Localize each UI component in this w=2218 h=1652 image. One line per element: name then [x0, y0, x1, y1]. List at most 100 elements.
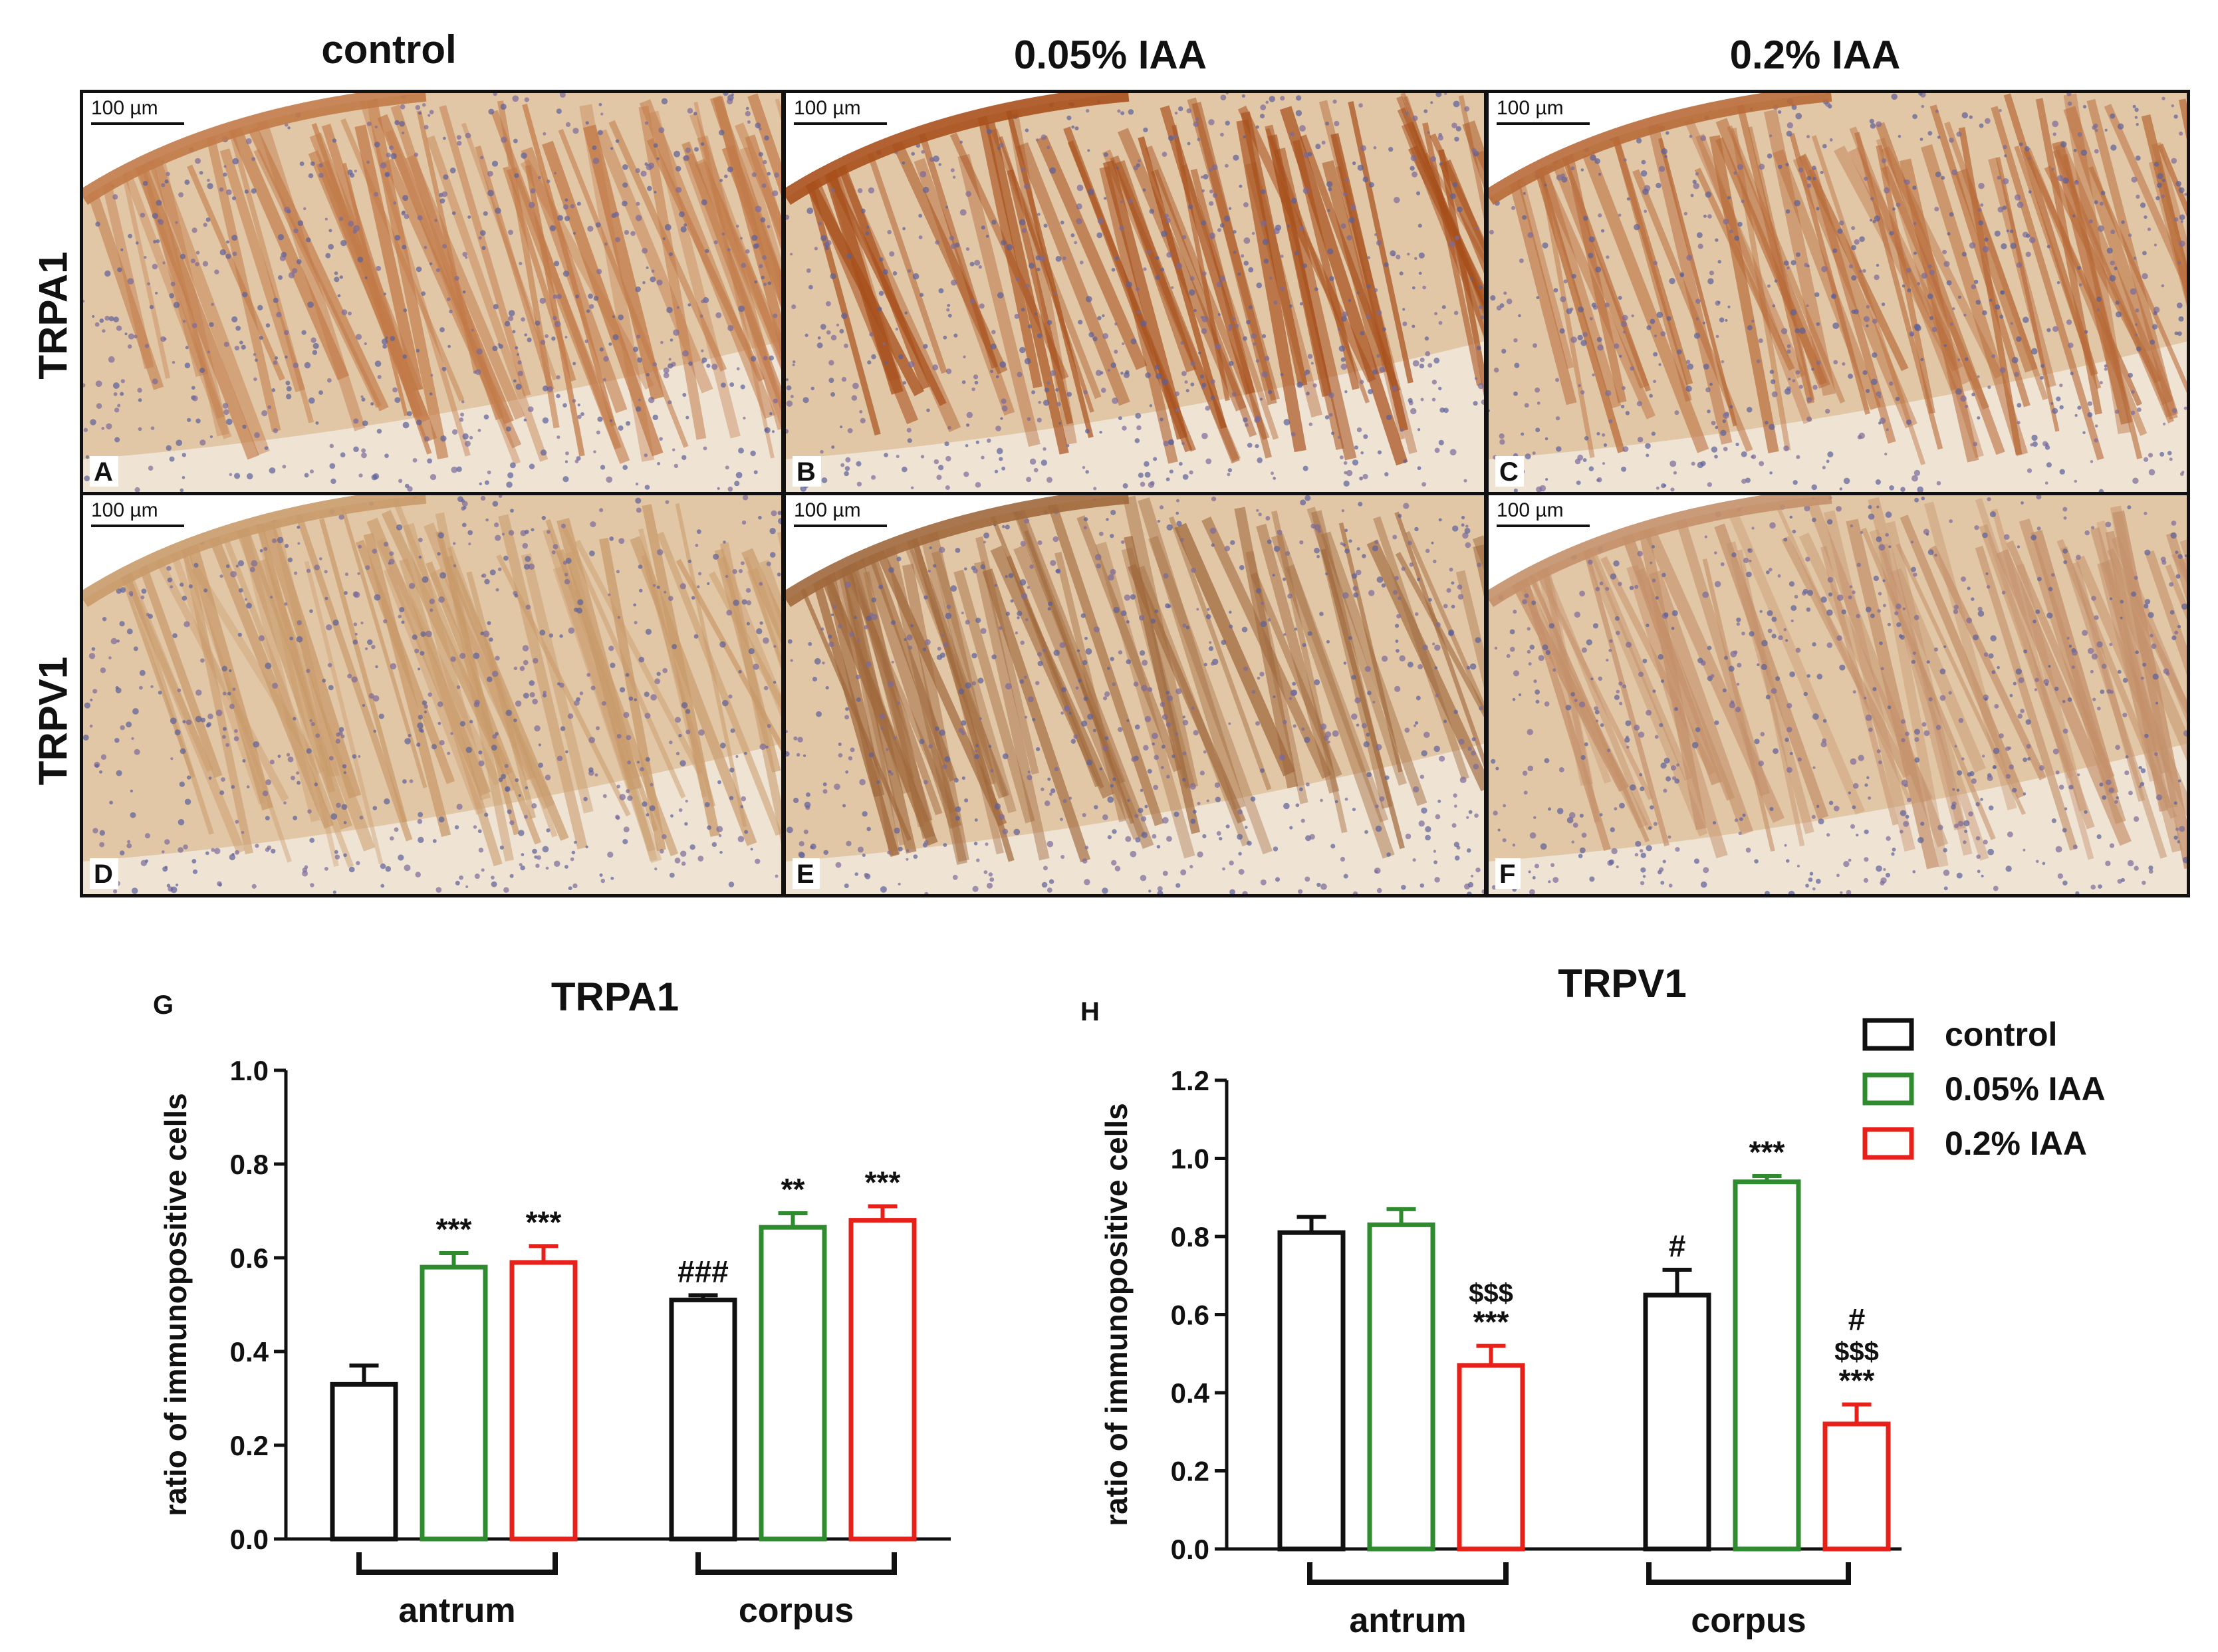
bar-charts: G TRPA1 ratio of immunopositive cells 0.0 0.…	[153, 961, 2106, 1640]
scale-bar: 100 µm	[1497, 97, 1590, 125]
bar-antrum-0-2-iaa	[1457, 1363, 1525, 1552]
chart-h: H TRPV1 ratio of immunopositive cells 0.0 0.…	[1080, 961, 1902, 1640]
panel-letter-a: A	[90, 456, 118, 487]
bar-corpus-control	[669, 1297, 737, 1542]
col-heading-005-iaa: 0.05% IAA	[1013, 33, 1207, 77]
significance-label: ***	[1473, 1305, 1509, 1340]
panel-letter-f: F	[1495, 858, 1521, 889]
bar-antrum-0-2-iaa	[509, 1260, 578, 1542]
legend: control 0.05% IAA 0.2% IAA	[1862, 1016, 2106, 1162]
bar-corpus-0-05-iaa	[1733, 1179, 1801, 1552]
tissue-image	[786, 495, 1484, 894]
tissue-image	[83, 93, 781, 492]
row-heading-trpa1: TRPA1	[31, 251, 76, 380]
significance-label: ***	[1839, 1363, 1875, 1398]
scale-bar-label: 100 µm	[1497, 499, 1564, 521]
row-heading-trpv1: TRPV1	[31, 656, 76, 786]
scale-bar-line	[91, 525, 184, 527]
micrograph-panel-f: 100 µm F	[1485, 492, 2190, 897]
significance-label: ***	[865, 1165, 901, 1199]
chart-panel-letter: G	[153, 991, 174, 1020]
legend-swatch	[1862, 1127, 1914, 1160]
legend-swatch	[1862, 1072, 1914, 1106]
y-tick-label: 0.8	[230, 1149, 269, 1180]
group-label-corpus: corpus	[1691, 1601, 1806, 1640]
micrograph-panel-e: 100 µm E	[783, 492, 1487, 897]
chart-g: G TRPA1 ratio of immunopositive cells 0.0 0.…	[153, 975, 951, 1630]
bar-antrum-0-05-iaa	[420, 1264, 488, 1542]
y-axis-label: ratio of immunopositive cells	[158, 1093, 193, 1516]
group-label-antrum: antrum	[1349, 1601, 1466, 1640]
y-tick-label: 0.8	[1171, 1221, 1209, 1252]
legend-label: control	[1945, 1016, 2057, 1053]
scale-bar: 100 µm	[794, 499, 887, 527]
bar-antrum-0-05-iaa	[1367, 1222, 1435, 1552]
scale-bar: 100 µm	[794, 97, 887, 125]
micrograph-panel-a: 100 µm A	[80, 90, 785, 495]
scale-bar: 100 µm	[91, 499, 184, 527]
micrograph-panel-c: 100 µm C	[1485, 90, 2190, 495]
significance-label: **	[781, 1172, 805, 1207]
scale-bar-line	[91, 122, 184, 125]
scale-bar-label: 100 µm	[794, 499, 861, 521]
tissue-image	[1489, 93, 2187, 492]
scale-bar-line	[794, 122, 887, 125]
tissue-image	[83, 495, 781, 894]
bar-corpus-control	[1643, 1292, 1711, 1552]
panel-letter-d: D	[90, 858, 118, 889]
bar-corpus-0-2-iaa	[1822, 1421, 1891, 1552]
group-label-corpus: corpus	[739, 1592, 854, 1630]
significance-label: $$$	[1469, 1279, 1513, 1308]
bar-corpus-0-05-iaa	[759, 1225, 827, 1542]
chart-panel-letter: H	[1080, 997, 1100, 1026]
y-tick-label: 0.6	[230, 1242, 269, 1274]
tissue-image	[1489, 495, 2187, 894]
y-axis-label: ratio of immunopositive cells	[1099, 1103, 1134, 1526]
chart-title: TRPA1	[551, 975, 679, 1019]
bar-corpus-0-2-iaa	[848, 1218, 917, 1542]
y-tick-label: 0.4	[1171, 1377, 1210, 1409]
y-tick-label: 1.0	[230, 1055, 269, 1086]
col-heading-02-iaa: 0.2% IAA	[1729, 33, 1901, 77]
y-tick-label: 0.2	[1171, 1456, 1209, 1487]
group-bracket	[1646, 1562, 1851, 1585]
col-heading-control: control	[321, 27, 457, 72]
scale-bar-label: 100 µm	[91, 97, 158, 119]
micrograph-panel-b: 100 µm B	[783, 90, 1487, 495]
y-tick-label: 1.0	[1171, 1143, 1209, 1175]
scale-bar-label: 100 µm	[91, 499, 158, 521]
group-label-antrum: antrum	[398, 1592, 515, 1630]
y-tick-label: 0.0	[1171, 1534, 1209, 1565]
legend-label: 0.2% IAA	[1945, 1125, 2087, 1162]
panel-letter-c: C	[1495, 456, 1524, 487]
micrograph-panel-d: 100 µm D	[80, 492, 785, 897]
significance-label: $$$	[1834, 1338, 1879, 1367]
scale-bar-label: 100 µm	[1497, 97, 1564, 119]
significance-label: #	[1848, 1302, 1866, 1337]
scale-bar: 100 µm	[91, 97, 184, 125]
scale-bar-line	[794, 525, 887, 527]
legend-label: 0.05% IAA	[1945, 1070, 2106, 1108]
scale-bar: 100 µm	[1497, 499, 1590, 527]
y-tick-label: 0.6	[1171, 1300, 1209, 1331]
y-tick-label: 0.0	[230, 1524, 269, 1555]
scale-bar-line	[1497, 525, 1590, 527]
panel-letter-b: B	[793, 456, 821, 487]
tissue-image	[786, 93, 1484, 492]
legend-swatch	[1862, 1018, 1914, 1051]
significance-label: ***	[1749, 1135, 1785, 1169]
significance-label: ###	[678, 1254, 729, 1288]
group-bracket	[695, 1552, 897, 1575]
significance-label: ***	[436, 1212, 472, 1246]
bar-antrum-control	[1277, 1230, 1346, 1552]
y-tick-label: 1.2	[1171, 1065, 1209, 1096]
group-bracket	[356, 1552, 558, 1575]
scale-bar-line	[1497, 122, 1590, 125]
y-tick-label: 0.2	[230, 1430, 269, 1461]
chart-title: TRPV1	[1558, 961, 1686, 1006]
significance-label: #	[1669, 1229, 1686, 1263]
bar-antrum-control	[330, 1381, 398, 1542]
panel-letter-e: E	[793, 858, 820, 889]
group-bracket	[1307, 1562, 1509, 1585]
significance-label: ***	[526, 1205, 562, 1239]
